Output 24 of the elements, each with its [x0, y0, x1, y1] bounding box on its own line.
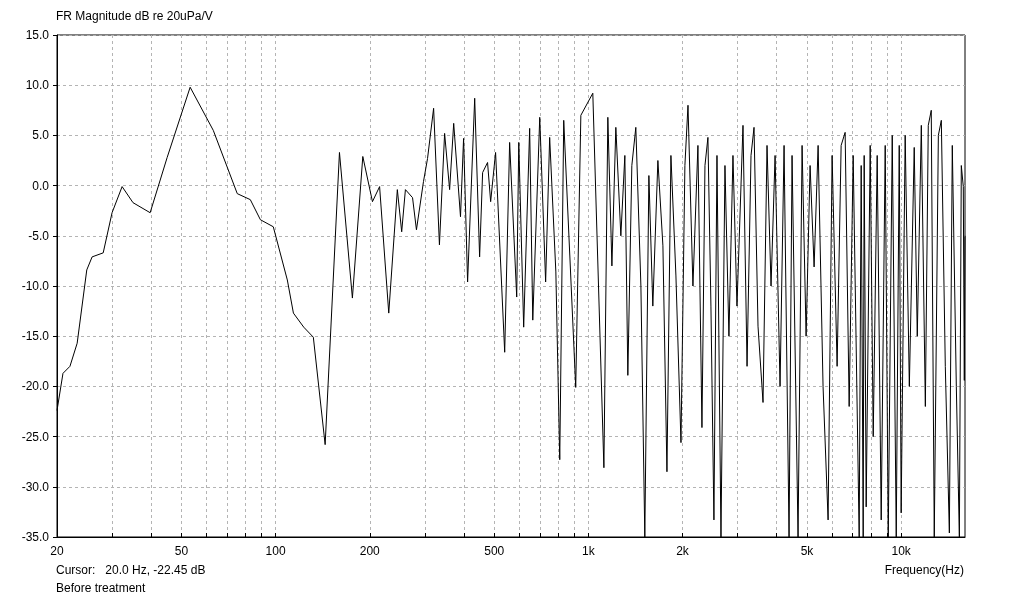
x-axis-title: Frequency(Hz)	[884, 563, 965, 577]
y-tick-label: -5.0	[28, 228, 50, 243]
x-tick-label: 10k	[891, 544, 912, 558]
x-tick-label: 20	[50, 544, 64, 558]
text: Before treatment	[56, 581, 147, 595]
y-tick-label: -10.0	[21, 279, 50, 293]
y-tick-label: -30.0	[21, 479, 50, 494]
x-tick-label: 50	[174, 544, 189, 558]
y-tick-label: 0.0	[32, 178, 50, 193]
chart-title: FR Magnitude dB re 20uPa/V	[56, 9, 213, 23]
x-tick-label: 5k	[800, 544, 815, 558]
x-tick-label: 100	[265, 544, 286, 558]
x-tick-label: 2k	[676, 544, 690, 558]
text: Cursor: 20.0 Hz, -22.45 dB	[56, 563, 206, 577]
y-tick-label: 5.0	[32, 128, 50, 143]
x-tick-label: 500	[484, 544, 505, 558]
y-tick-label: -35.0	[21, 530, 50, 544]
y-tick-label: -20.0	[21, 379, 50, 394]
y-tick-label: 10.0	[25, 78, 50, 93]
y-tick-label: 15.0	[25, 28, 50, 42]
x-tick-label: 200	[359, 544, 381, 558]
x-tick-label: 1k	[582, 544, 596, 558]
y-tick-label: -25.0	[21, 429, 50, 444]
y-tick-label: -15.0	[21, 329, 50, 344]
